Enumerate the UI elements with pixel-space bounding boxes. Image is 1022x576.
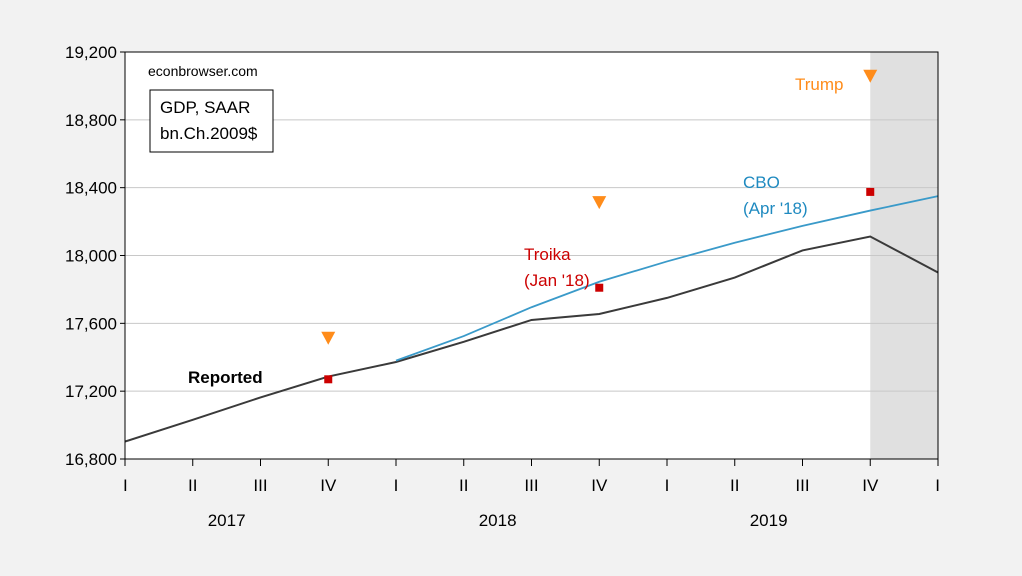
y-tick-label: 16,800 [65, 450, 117, 469]
legend-box: GDP, SAAR bn.Ch.2009$ [149, 89, 274, 153]
y-tick-label: 17,600 [65, 314, 117, 333]
label-cbo-line2: (Apr '18) [743, 199, 808, 218]
x-tick-label: III [253, 476, 267, 495]
legend-box-line1: GDP, SAAR [160, 98, 250, 117]
y-tick-label: 19,200 [65, 43, 117, 62]
x-tick-label: IV [320, 476, 337, 495]
label-troika-line1: Troika [524, 245, 571, 264]
troika-marker [866, 187, 875, 196]
y-tick-label: 18,400 [65, 179, 117, 198]
trump-marker [592, 196, 607, 210]
x-tick-label: III [524, 476, 538, 495]
label-troika-line2: (Jan '18) [524, 271, 590, 290]
trump-marker [863, 69, 878, 83]
trump-marker [321, 331, 336, 345]
x-tick-label: III [795, 476, 809, 495]
year-label: 2017 [208, 511, 246, 530]
watermark: econbrowser.com [148, 63, 258, 79]
legend-box-line2: bn.Ch.2009$ [160, 124, 258, 143]
troika-marker [324, 375, 333, 384]
year-label: 2018 [479, 511, 517, 530]
x-tick-label: II [459, 476, 468, 495]
x-tick-label: I [394, 476, 399, 495]
x-tick-label: II [730, 476, 739, 495]
year-label: 2019 [750, 511, 788, 530]
troika-marker [595, 283, 604, 292]
y-tick-label: 17,200 [65, 382, 117, 401]
label-trump: Trump [795, 75, 844, 94]
label-cbo-line1: CBO [743, 173, 780, 192]
x-tick-label: IV [591, 476, 608, 495]
y-tick-label: 18,800 [65, 111, 117, 130]
y-tick-label: 18,000 [65, 247, 117, 266]
series-line-reported [124, 235, 939, 443]
label-reported: Reported [188, 368, 263, 387]
x-tick-label: II [188, 476, 197, 495]
x-tick-label: IV [862, 476, 879, 495]
x-tick-label: I [123, 476, 128, 495]
x-tick-label: I [665, 476, 670, 495]
x-tick-label: I [935, 476, 940, 495]
series-line-cbo [395, 195, 939, 362]
